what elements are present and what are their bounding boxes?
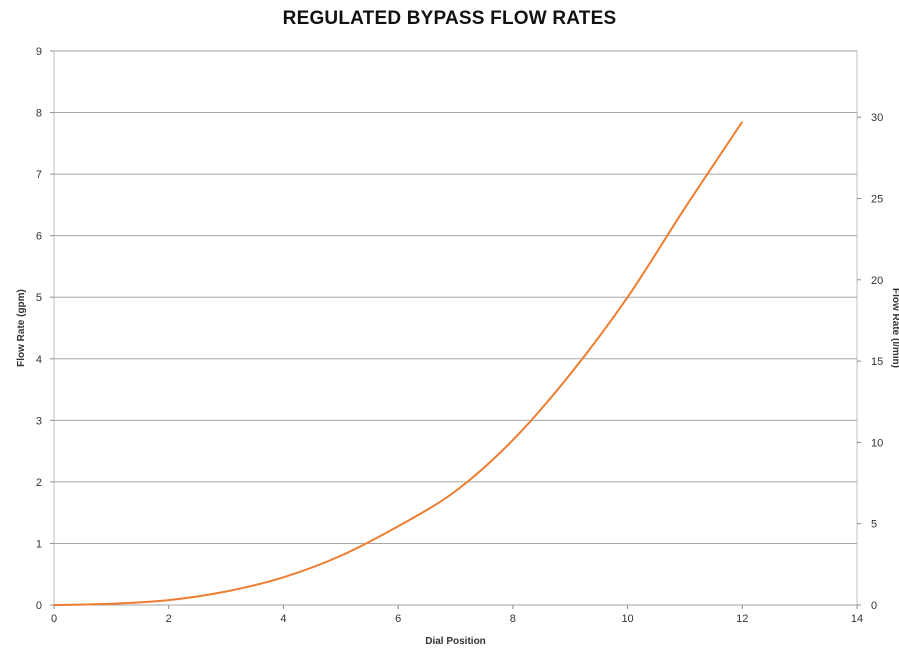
y2-tick-label: 5 bbox=[871, 519, 877, 531]
y-tick-label: 7 bbox=[36, 169, 42, 181]
y-tick-label: 5 bbox=[36, 292, 42, 304]
y2-tick-label: 20 bbox=[871, 275, 883, 287]
plot-frame bbox=[53, 50, 858, 606]
y2-tick-label: 0 bbox=[871, 600, 877, 612]
y-tick-label: 0 bbox=[36, 600, 42, 612]
x-tick-label: 14 bbox=[851, 613, 863, 625]
y-tick-label: 2 bbox=[36, 477, 42, 489]
y-tick-label: 1 bbox=[36, 538, 42, 550]
flow-rate-series-line bbox=[53, 121, 744, 606]
y2-tick-label: 25 bbox=[871, 193, 883, 205]
y2-axis-label: Flow Rate (l/min) bbox=[890, 288, 899, 368]
y2-tick-label: 10 bbox=[871, 437, 883, 449]
x-axis-label: Dial Position bbox=[425, 636, 486, 647]
y-tick-label: 6 bbox=[36, 231, 42, 243]
y-tick-label: 4 bbox=[36, 354, 42, 366]
y2-tick-label: 30 bbox=[871, 112, 883, 124]
x-tick-label: 8 bbox=[510, 613, 516, 625]
y-tick-label: 3 bbox=[36, 415, 42, 427]
y-tick-label: 8 bbox=[36, 108, 42, 120]
y2-tick-label: 15 bbox=[871, 356, 883, 368]
y-tick-label: 9 bbox=[36, 46, 42, 58]
x-tick-label: 12 bbox=[736, 613, 748, 625]
x-tick-label: 6 bbox=[395, 613, 401, 625]
x-tick-label: 4 bbox=[280, 613, 286, 625]
x-tick-label: 2 bbox=[166, 613, 172, 625]
x-tick-label: 0 bbox=[51, 613, 57, 625]
y-axis-label: Flow Rate (gpm) bbox=[16, 289, 27, 367]
chart-title: REGULATED BYPASS FLOW RATES bbox=[282, 8, 617, 29]
x-tick-label: 10 bbox=[621, 613, 633, 625]
